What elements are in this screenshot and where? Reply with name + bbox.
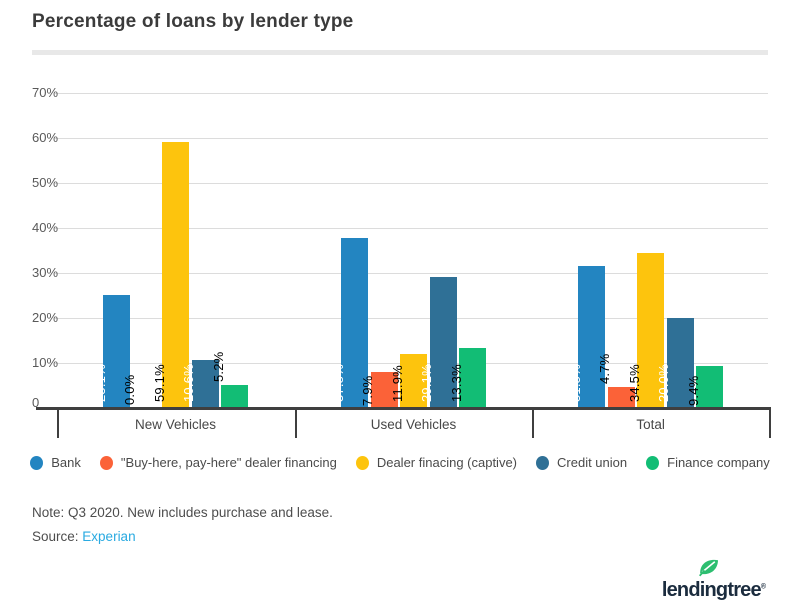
y-axis-label: 60% — [32, 130, 59, 145]
legend-dot-icon — [99, 455, 113, 470]
y-axis-label: 40% — [32, 220, 59, 235]
legend-label: Finance company — [667, 455, 770, 470]
legend-label: Credit union — [557, 455, 628, 470]
bar-value-label: 10.6% — [181, 364, 196, 402]
chart-legend: Bank "Buy-here, pay-here" dealer financin… — [30, 455, 770, 470]
bar — [696, 365, 724, 408]
legend-dot-icon — [30, 455, 44, 470]
x-axis-tick — [769, 407, 771, 438]
bar-value-label: 11.9% — [389, 365, 405, 402]
y-axis-label: 10% — [32, 355, 59, 370]
bar-value-label: 29.1% — [419, 364, 434, 402]
bar — [341, 237, 368, 408]
y-axis-label: 0 — [32, 395, 40, 410]
legend-item: Finance company — [646, 455, 770, 470]
legend-dot-icon — [536, 455, 550, 470]
x-axis-tick — [294, 407, 297, 438]
y-axis-label: 20% — [32, 310, 59, 325]
bar-value-label: 34.5% — [626, 364, 642, 402]
bar — [400, 354, 427, 408]
bar — [370, 372, 398, 408]
bar-value-label: 7.9% — [360, 375, 375, 406]
bar — [666, 318, 694, 408]
bar — [607, 386, 635, 408]
page-title: Percentage of loans by lender type — [32, 11, 354, 32]
bar — [578, 266, 606, 408]
source-link-experian[interactable]: Experian — [82, 529, 136, 544]
gridline — [55, 93, 768, 94]
logo-wordmark: lendingtree® — [661, 579, 766, 601]
registered-mark: ® — [760, 583, 766, 591]
note-text: Note: Q3 2020. New includes purchase and… — [32, 505, 333, 520]
bar-value-label: 20.0% — [656, 364, 672, 402]
bar-value-label: 31.5% — [567, 364, 583, 402]
bar-value-label: 0.0% — [122, 374, 137, 405]
x-axis-tick — [532, 407, 535, 438]
bar — [103, 295, 130, 408]
gridline — [55, 273, 768, 274]
legend-item: Credit union — [536, 455, 627, 470]
title-divider — [32, 50, 768, 55]
bar — [637, 252, 665, 408]
bar — [429, 277, 457, 408]
bar — [162, 142, 189, 408]
bar — [221, 384, 248, 408]
lendingtree-logo: lendingtree® — [642, 558, 772, 604]
gridline — [55, 318, 768, 319]
category-label: New Vehicles — [134, 417, 217, 432]
source-label: Source: — [32, 529, 79, 544]
legend-item: "Buy-here, pay-here" dealer financing — [99, 455, 337, 470]
source-line: Source: Experian — [32, 529, 136, 544]
bar-value-label: 25.1% — [92, 364, 108, 402]
x-axis-tick — [57, 407, 59, 438]
legend-dot-icon — [646, 455, 660, 470]
bar-value-label: 59.1% — [151, 364, 167, 402]
legend-label: Dealer finacing (captive) — [376, 455, 518, 470]
gridline — [55, 183, 768, 184]
gridline — [55, 228, 768, 229]
x-axis-line — [36, 407, 770, 410]
gridline — [55, 138, 768, 139]
bar-value-label: 37.8% — [330, 364, 346, 402]
y-axis-label: 50% — [32, 175, 59, 190]
y-axis-label: 30% — [32, 265, 59, 280]
bar-value-label: 9.4% — [685, 375, 701, 406]
legend-item: Bank — [30, 455, 81, 470]
bar — [191, 360, 219, 408]
legend-label: "Buy-here, pay-here" dealer financing — [120, 455, 337, 470]
leaf-icon — [699, 559, 719, 577]
legend-item: Dealer finacing (captive) — [355, 455, 518, 470]
bar — [459, 348, 486, 408]
bar-value-label: 13.3% — [448, 364, 464, 402]
category-label: Total — [636, 417, 665, 432]
y-axis-label: 70% — [32, 85, 59, 100]
bar-value-label: 5.2% — [210, 351, 226, 382]
bar-value-label: 4.7% — [597, 353, 613, 384]
category-label: Used Vehicles — [370, 417, 457, 432]
legend-label: Bank — [51, 455, 81, 470]
legend-dot-icon — [355, 455, 369, 470]
